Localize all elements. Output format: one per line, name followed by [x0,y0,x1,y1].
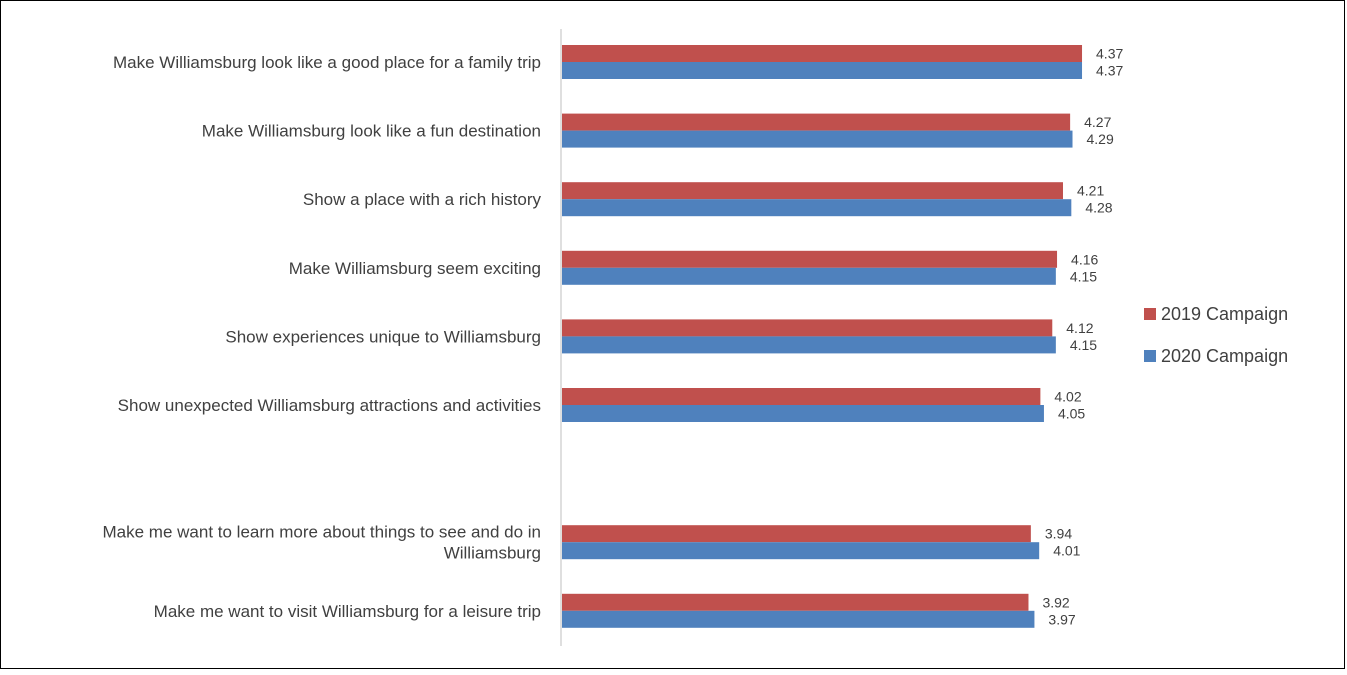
bar-2019 [562,319,1053,337]
bar-2019 [562,113,1071,131]
data-label: 3.92 [1042,594,1069,610]
category-label: Show experiences unique to Williamsburg [225,327,541,346]
category-label: Williamsburg [444,544,541,563]
data-label: 4.12 [1066,320,1093,336]
bar-2020 [562,610,1035,628]
data-label: 3.94 [1045,526,1072,542]
data-label: 4.15 [1070,337,1097,353]
category-label: Make Williamsburg seem exciting [289,259,541,278]
bar-2020 [562,199,1072,217]
legend-swatch-2019 [1144,308,1156,320]
bar-2020 [562,542,1040,560]
data-label: 4.37 [1096,46,1123,62]
data-label: 3.97 [1048,611,1075,627]
bar-2019 [562,593,1029,611]
category-label: Show a place with a rich history [303,190,542,209]
data-label: 4.16 [1071,251,1098,267]
data-label: 4.27 [1084,114,1111,130]
bar-2019 [562,182,1063,200]
legend-swatch-2020 [1144,350,1156,362]
bar-2019 [562,45,1083,62]
bar-2020 [562,405,1044,422]
bar-2020 [562,267,1056,285]
category-label: Make me want to learn more about things … [103,523,541,542]
data-label: 4.02 [1054,389,1081,405]
bar-2020 [562,62,1083,79]
data-label: 4.29 [1087,131,1114,147]
data-label: 4.37 [1096,63,1123,79]
category-label: Show unexpected Williamsburg attractions… [118,396,541,415]
data-label: 4.28 [1085,200,1112,216]
legend-label: 2020 Campaign [1161,346,1288,366]
bar-2020 [562,130,1073,148]
data-label: 4.15 [1070,268,1097,284]
category-label: Make me want to visit Williamsburg for a… [154,602,541,621]
bar-2019 [562,388,1041,405]
bar-2019 [562,525,1031,543]
bar-2019 [562,250,1058,268]
data-label: 4.01 [1053,543,1080,559]
category-label: Make Williamsburg look like a good place… [113,53,541,72]
data-label: 4.21 [1077,183,1104,199]
legend-label: 2019 Campaign [1161,304,1288,324]
data-label: 4.05 [1058,406,1085,422]
category-label: Make Williamsburg look like a fun destin… [202,122,541,141]
bar-2020 [562,336,1056,354]
